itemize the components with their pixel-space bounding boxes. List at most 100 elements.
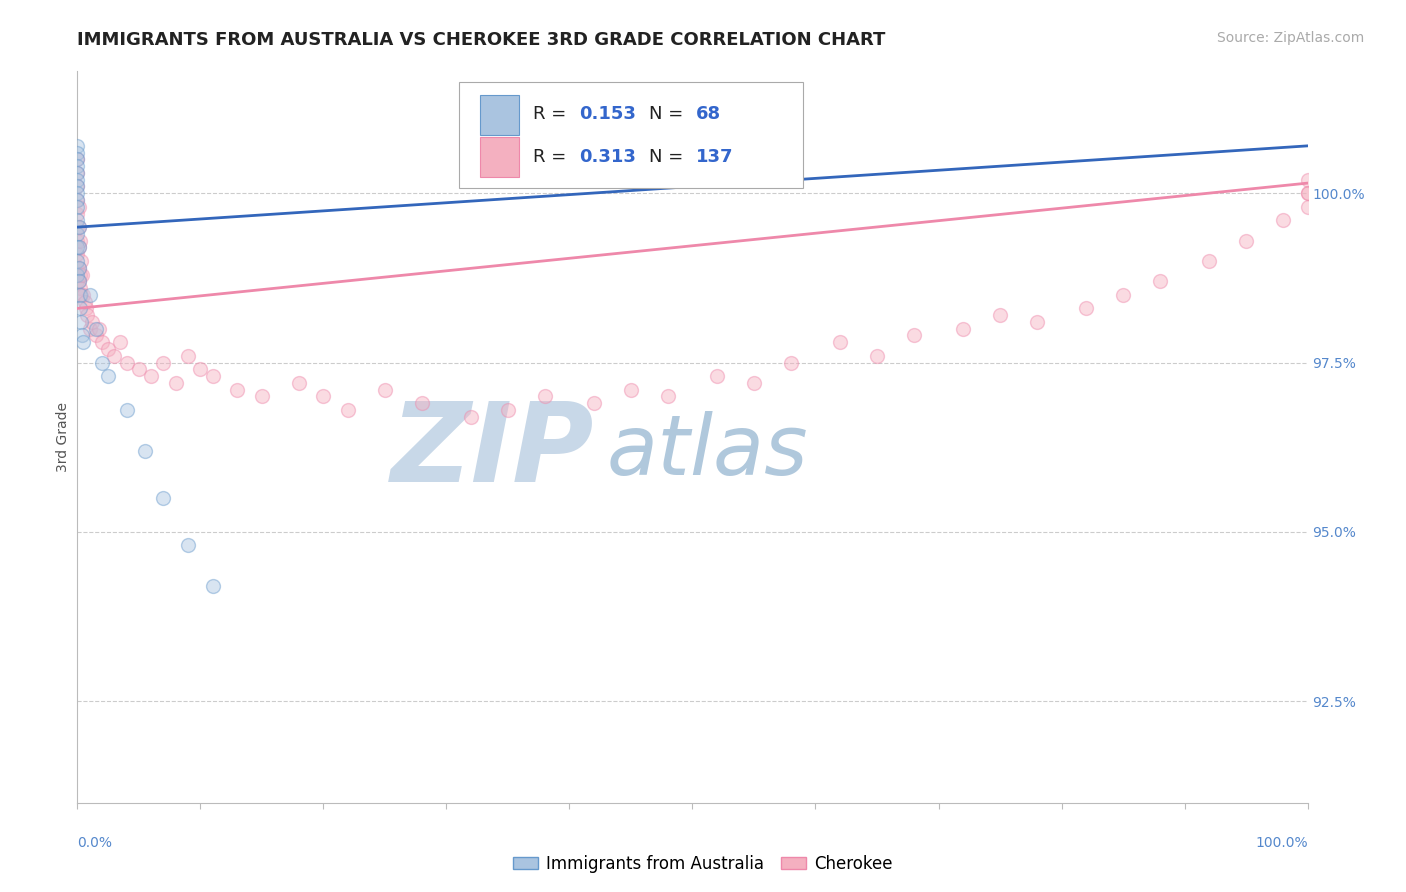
Point (1149, 274, 1171, 288)
Point (988, 308, 1011, 322)
Point (337, 403, 360, 417)
Point (70, 268, 93, 282)
Point (67, 274, 90, 288)
Point (1026, 315, 1049, 329)
Bar (479, 137, 519, 178)
Point (76, 308, 98, 322)
Point (1112, 288, 1135, 302)
Point (134, 443, 156, 458)
Point (1198, 254, 1220, 268)
Text: 0.0%: 0.0% (77, 836, 112, 850)
Point (90, 335, 114, 350)
Point (69, 234, 91, 248)
Text: 0.153: 0.153 (579, 104, 636, 123)
Point (201, 369, 224, 384)
Point (374, 383, 396, 397)
Point (67, 240, 90, 254)
Text: atlas: atlas (606, 411, 808, 492)
Point (1076, 301, 1098, 316)
Text: R =: R = (533, 148, 571, 166)
Point (66, 166, 89, 180)
Point (66, 166, 89, 180)
Point (830, 335, 852, 350)
Point (66, 145, 89, 160)
Point (66, 200, 89, 214)
Point (69, 268, 91, 282)
Text: N =: N = (650, 104, 689, 123)
Point (1272, 213, 1295, 227)
Point (66, 159, 89, 173)
Point (177, 538, 200, 552)
Point (89, 322, 111, 336)
Point (67, 240, 90, 254)
Point (66, 206, 89, 220)
Point (226, 383, 249, 397)
Point (75, 301, 97, 316)
Point (84, 328, 107, 343)
Text: 100.0%: 100.0% (1256, 836, 1308, 850)
Point (66, 153, 89, 167)
Point (70, 315, 93, 329)
Point (70, 328, 93, 343)
Point (67, 220, 90, 235)
Point (903, 328, 925, 343)
Point (66, 234, 89, 248)
Point (90, 355, 114, 369)
Point (657, 389, 679, 403)
Text: 68: 68 (696, 104, 721, 123)
Point (69, 281, 91, 295)
Point (312, 389, 335, 403)
Point (201, 579, 224, 593)
Text: N =: N = (650, 148, 689, 166)
Point (534, 389, 557, 403)
Point (583, 396, 606, 410)
Point (66, 179, 89, 194)
Point (177, 349, 200, 363)
Point (66, 153, 89, 167)
Point (152, 491, 174, 505)
Point (97, 369, 120, 384)
Point (70, 254, 93, 268)
Text: ZIP: ZIP (391, 398, 595, 505)
Point (460, 409, 482, 424)
Point (66, 227, 89, 241)
Text: Source: ZipAtlas.com: Source: ZipAtlas.com (1216, 31, 1364, 45)
Point (141, 369, 163, 384)
Point (288, 376, 311, 390)
Point (620, 383, 643, 397)
Point (84, 322, 107, 336)
Point (66, 220, 89, 235)
Point (66, 260, 89, 275)
Point (115, 403, 138, 417)
Point (79, 322, 101, 336)
Point (67, 260, 90, 275)
Point (250, 389, 273, 403)
Text: IMMIGRANTS FROM AUSTRALIA VS CHEROKEE 3RD GRADE CORRELATION CHART: IMMIGRANTS FROM AUSTRALIA VS CHEROKEE 3R… (77, 31, 886, 49)
Point (128, 362, 150, 376)
Point (1296, 172, 1319, 186)
Point (66, 193, 89, 207)
Y-axis label: 3rd Grade: 3rd Grade (56, 402, 70, 472)
Point (66, 247, 89, 261)
Point (706, 369, 728, 384)
Text: R =: R = (533, 104, 571, 123)
Point (110, 335, 132, 350)
Point (69, 288, 91, 302)
Point (72, 335, 94, 350)
Bar (479, 95, 519, 135)
Point (411, 396, 433, 410)
Point (780, 355, 803, 369)
Point (67, 200, 90, 214)
Point (70, 288, 93, 302)
Point (952, 322, 974, 336)
Point (67, 260, 90, 275)
Point (742, 376, 765, 390)
Point (188, 362, 212, 376)
Point (1296, 186, 1319, 201)
Point (866, 349, 889, 363)
Point (82, 315, 104, 329)
Point (66, 268, 89, 282)
Point (1296, 200, 1319, 214)
Text: 137: 137 (696, 148, 734, 166)
Point (97, 342, 120, 356)
